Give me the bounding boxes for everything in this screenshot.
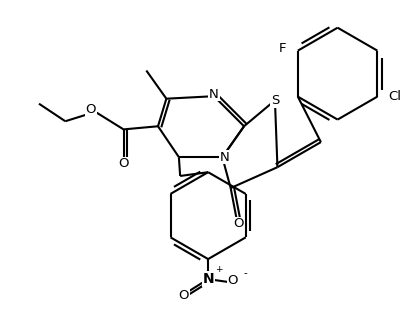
Text: S: S	[271, 94, 279, 107]
Text: N: N	[202, 272, 214, 286]
Text: O: O	[227, 274, 238, 287]
Text: +: +	[215, 265, 223, 274]
Text: O: O	[86, 103, 96, 116]
Text: F: F	[279, 42, 286, 55]
Text: Cl: Cl	[389, 90, 402, 103]
Text: O: O	[118, 157, 129, 170]
Text: N: N	[219, 151, 229, 164]
Text: N: N	[209, 88, 219, 101]
Text: -: -	[244, 268, 248, 278]
Text: O: O	[233, 217, 244, 230]
Text: O: O	[179, 289, 189, 302]
